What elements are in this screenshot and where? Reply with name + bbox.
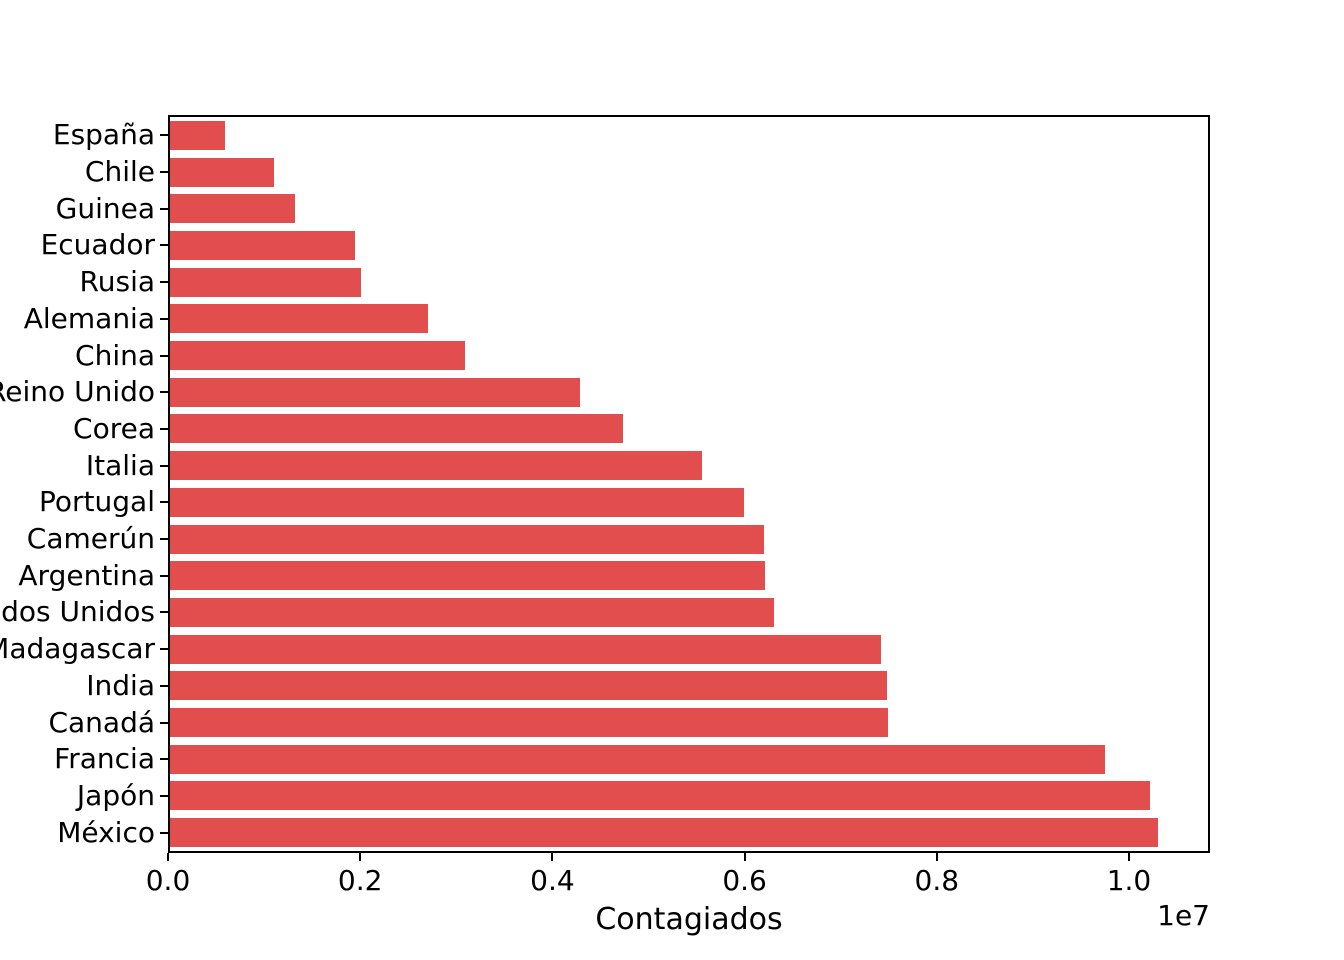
y-tick-mark: [160, 794, 168, 797]
y-tick-label: Portugal: [39, 485, 155, 519]
x-axis-offset-label: 1e7: [1157, 899, 1210, 932]
x-axis-label: Contagiados: [595, 902, 783, 937]
bar: [170, 267, 362, 297]
y-tick-label: China: [75, 338, 155, 372]
y-tick-label: Argentina: [18, 558, 155, 592]
y-tick-label: India: [86, 668, 155, 702]
y-tick-mark: [160, 611, 168, 614]
y-tick-mark: [160, 538, 168, 541]
y-tick-mark: [160, 207, 168, 210]
y-tick-mark: [160, 574, 168, 577]
bar: [170, 634, 882, 664]
bar: [170, 708, 888, 738]
y-tick-mark: [160, 464, 168, 467]
y-tick-mark: [160, 427, 168, 430]
y-tick-label: México: [57, 815, 155, 849]
bar: [170, 451, 703, 481]
bar: [170, 414, 623, 444]
y-tick-label: Canadá: [48, 705, 155, 739]
y-tick-label: España: [52, 118, 155, 152]
x-tick-mark: [167, 853, 169, 861]
y-tick-label: Japón: [76, 778, 155, 812]
y-tick-mark: [160, 244, 168, 247]
bar: [170, 304, 429, 334]
bar: [170, 671, 888, 701]
x-tick-mark: [551, 853, 554, 861]
y-tick-label: Francia: [54, 742, 155, 776]
y-tick-label: Rusia: [79, 265, 155, 299]
y-tick-mark: [160, 391, 168, 394]
y-tick-label: Guinea: [55, 191, 155, 225]
y-tick-mark: [160, 721, 168, 724]
y-tick-mark: [160, 171, 168, 174]
bar: [170, 781, 1151, 811]
y-tick-label: Ecuador: [40, 228, 155, 262]
y-tick-label: Reino Unido: [0, 375, 155, 409]
y-tick-mark: [160, 501, 168, 504]
bar: [170, 341, 465, 371]
y-tick-mark: [160, 831, 168, 834]
y-tick-mark: [160, 134, 168, 137]
y-tick-mark: [160, 684, 168, 687]
y-tick-label: Camerún: [26, 522, 155, 556]
y-tick-label: Alemania: [23, 301, 155, 335]
x-tick-label: 0.8: [914, 864, 960, 897]
y-tick-mark: [160, 758, 168, 761]
bar: [170, 561, 766, 591]
y-tick-label: Chile: [84, 155, 155, 189]
bar: [170, 524, 764, 554]
bar: [170, 597, 775, 627]
x-tick-label: 1.0: [1106, 864, 1152, 897]
bar: [170, 230, 355, 260]
x-tick-label: 0.0: [145, 864, 191, 897]
bar: [170, 157, 275, 187]
bar: [170, 744, 1106, 774]
y-tick-mark: [160, 281, 168, 284]
x-tick-mark: [935, 853, 938, 861]
bar: [170, 487, 745, 517]
y-tick-mark: [160, 354, 168, 357]
y-tick-mark: [160, 648, 168, 651]
y-tick-label: Madagascar: [0, 632, 155, 666]
x-tick-label: 0.2: [337, 864, 383, 897]
y-tick-mark: [160, 317, 168, 320]
x-tick-label: 0.4: [530, 864, 575, 897]
x-tick-mark: [1127, 853, 1130, 861]
plot-area: [168, 115, 1210, 853]
bar: [170, 818, 1158, 848]
bar: [170, 120, 225, 150]
y-tick-label: Corea: [73, 411, 155, 445]
x-tick-label: 0.6: [722, 864, 767, 897]
x-tick-mark: [359, 853, 362, 861]
bar: [170, 194, 296, 224]
bar: [170, 377, 580, 407]
y-tick-label: Italia: [85, 448, 155, 482]
x-tick-mark: [743, 853, 746, 861]
y-tick-label: Estados Unidos: [0, 595, 155, 629]
